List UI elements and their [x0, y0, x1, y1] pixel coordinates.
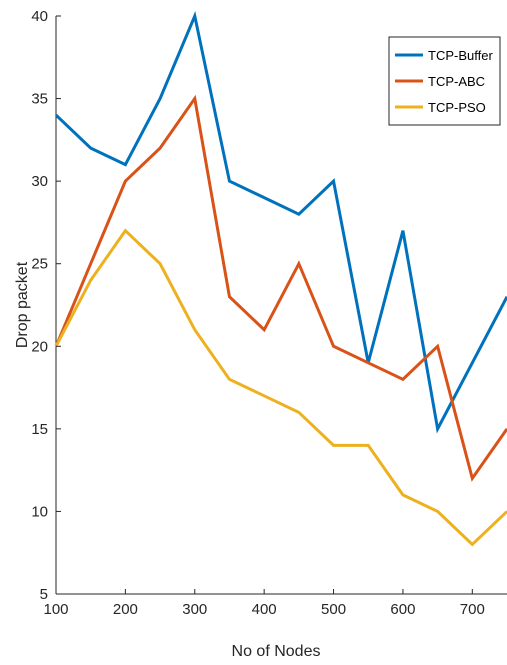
x-tick-label: 100 [43, 601, 68, 618]
y-tick-label: 35 [31, 91, 48, 108]
x-tick-label: 700 [460, 601, 485, 618]
y-tick-label: 40 [31, 8, 48, 25]
x-axis-label: No of Nodes [232, 643, 321, 660]
y-axis-label: Drop packet [14, 261, 31, 348]
y-tick-label: 20 [31, 338, 48, 355]
legend-label: TCP-ABC [428, 74, 485, 89]
x-axis-ticks: 100 200 300 400 500 600 700 [43, 589, 485, 618]
x-tick-label: 200 [113, 601, 138, 618]
series-line-tcp-abc [54, 94, 507, 482]
y-tick-label: 15 [31, 421, 48, 438]
x-tick-label: 600 [390, 601, 415, 618]
y-tick-label: 5 [40, 586, 48, 603]
legend-label: TCP-PSO [428, 100, 486, 115]
y-tick-label: 10 [31, 503, 48, 520]
x-tick-label: 300 [182, 601, 207, 618]
legend: TCP-Buffer TCP-ABC TCP-PSO [388, 36, 501, 126]
series-line-tcp-buffer [54, 10, 507, 434]
x-tick-label: 500 [321, 601, 346, 618]
series-line-tcp-pso [54, 228, 507, 547]
y-axis-ticks: 5 10 15 20 25 30 35 40 [31, 8, 61, 603]
x-tick-label: 400 [252, 601, 277, 618]
y-tick-label: 30 [31, 173, 48, 190]
y-tick-label: 25 [31, 256, 48, 273]
plot-frame [55, 16, 507, 595]
legend-label: TCP-Buffer [428, 48, 493, 63]
series-lines [54, 10, 507, 547]
